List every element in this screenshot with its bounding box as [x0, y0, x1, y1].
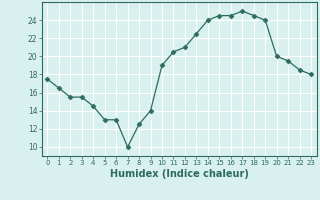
X-axis label: Humidex (Indice chaleur): Humidex (Indice chaleur): [110, 169, 249, 179]
